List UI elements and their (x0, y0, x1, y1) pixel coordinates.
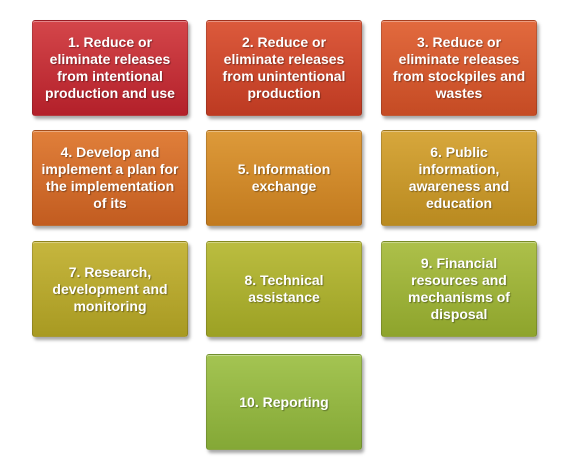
box-4-implementation-plan: 4. Develop and implement a plan for the … (32, 130, 188, 226)
box-10-reporting: 10. Reporting (206, 354, 362, 450)
box-label: 3. Reduce or eliminate releases from sto… (392, 34, 526, 101)
box-8-technical-assistance: 8. Technical assistance (206, 241, 362, 337)
box-7-research-development: 7. Research, development and monitoring (32, 241, 188, 337)
box-9-financial-resources: 9. Financial resources and mechanisms of… (381, 241, 537, 337)
box-label: 1. Reduce or eliminate releases from int… (45, 34, 175, 101)
box-label: 10. Reporting (239, 393, 329, 410)
box-label: 9. Financial resources and mechanisms of… (408, 255, 510, 322)
box-2-unintentional-production: 2. Reduce or eliminate releases from uni… (206, 20, 362, 116)
box-label: 8. Technical assistance (244, 272, 324, 305)
box-label: 2. Reduce or eliminate releases from uni… (222, 34, 346, 101)
box-label: 4. Develop and implement a plan for the … (41, 144, 179, 211)
box-label: 6. Public information, awareness and edu… (408, 144, 510, 211)
box-label: 5. Information exchange (237, 161, 331, 194)
box-1-intentional-production: 1. Reduce or eliminate releases from int… (32, 20, 188, 116)
box-6-public-information: 6. Public information, awareness and edu… (381, 130, 537, 226)
box-label: 7. Research, development and monitoring (52, 263, 168, 314)
box-5-information-exchange: 5. Information exchange (206, 130, 362, 226)
box-3-stockpiles-wastes: 3. Reduce or eliminate releases from sto… (381, 20, 537, 116)
